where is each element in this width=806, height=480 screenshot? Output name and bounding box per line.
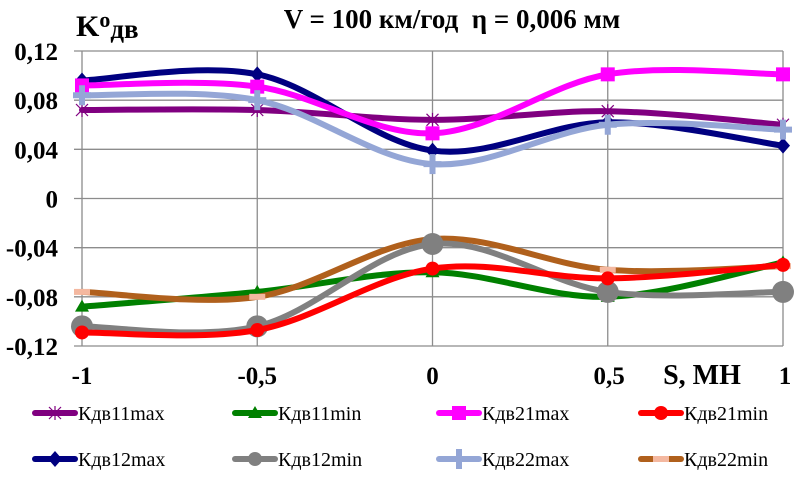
legend-item: Кдв12min bbox=[232, 449, 362, 471]
data-point bbox=[776, 137, 790, 154]
legend-item: Кдв12max bbox=[32, 449, 165, 471]
data-point bbox=[596, 280, 619, 303]
y-axis-label-main: K bbox=[76, 10, 100, 43]
x-tick-label: 0 bbox=[426, 363, 439, 390]
data-point bbox=[250, 79, 265, 94]
y-tick-label: -0,04 bbox=[6, 236, 59, 263]
data-point bbox=[421, 232, 444, 255]
series-layer bbox=[71, 66, 794, 340]
legend-item: Кдв21min bbox=[638, 403, 768, 425]
series-Кдв22max bbox=[73, 85, 792, 175]
legend-label: Кдв11max bbox=[78, 403, 165, 425]
data-point bbox=[250, 323, 265, 338]
data-point bbox=[776, 67, 790, 82]
legend-item: Кдв11max bbox=[32, 403, 165, 425]
data-point bbox=[600, 67, 615, 82]
x-tick-label: 1 bbox=[779, 363, 792, 390]
legend-marker bbox=[248, 406, 262, 418]
y-axis-label: Kодв bbox=[76, 7, 139, 44]
data-point bbox=[425, 126, 440, 141]
legend-item: Кдв11min bbox=[232, 403, 361, 425]
y-tick-label: -0,08 bbox=[6, 285, 58, 312]
data-point bbox=[425, 261, 440, 276]
legend-label: Кдв12min bbox=[278, 449, 362, 471]
data-point bbox=[774, 119, 792, 140]
y-tick-label: 0 bbox=[46, 187, 59, 214]
y-axis-label-sup: о bbox=[99, 7, 110, 32]
legend-label: Кдв22min bbox=[684, 449, 768, 471]
legend-label: Кдв22max bbox=[482, 449, 569, 471]
legend-label: Кдв12max bbox=[78, 449, 165, 471]
data-point bbox=[599, 266, 616, 273]
data-point bbox=[74, 288, 90, 295]
series-Кдв21min bbox=[75, 257, 790, 340]
chart-title: V = 100 км/год η = 0,006 мм bbox=[284, 4, 621, 34]
legend-marker bbox=[48, 406, 62, 420]
legend-item: Кдв22min bbox=[638, 449, 768, 471]
legend-label: Кдв21max bbox=[482, 403, 569, 425]
legend-item: Кдв21max bbox=[436, 403, 569, 425]
legend-marker bbox=[450, 449, 468, 469]
x-tick-label: -0,5 bbox=[237, 363, 277, 390]
y-tick-label: 0,12 bbox=[14, 39, 58, 66]
data-point bbox=[250, 66, 265, 83]
data-point bbox=[600, 271, 615, 286]
data-point bbox=[425, 142, 440, 159]
data-point bbox=[75, 103, 89, 117]
x-axis-ticks: -1 -0,5 0 0,5 1 bbox=[72, 363, 792, 390]
data-point bbox=[426, 112, 439, 127]
data-point bbox=[249, 293, 266, 300]
y-tick-label: 0,04 bbox=[14, 137, 58, 164]
y-axis-label-sub: дв bbox=[110, 14, 138, 44]
legend-label: Кдв11min bbox=[278, 403, 361, 425]
legend-marker bbox=[654, 406, 668, 420]
data-point bbox=[73, 85, 91, 106]
y-tick-label: -0,12 bbox=[6, 334, 58, 361]
legend: Кдв11max Кдв11min Кдв21max Кдв21min Кдв12max… bbox=[32, 403, 768, 471]
legend-item: Кдв22max bbox=[436, 449, 569, 471]
data-point bbox=[75, 299, 89, 312]
legend-marker bbox=[452, 406, 466, 420]
y-tick-label: 0,08 bbox=[14, 88, 58, 115]
x-tick-label: -1 bbox=[72, 363, 93, 390]
legend-label: Кдв21min bbox=[684, 403, 768, 425]
data-point bbox=[772, 280, 794, 303]
y-axis-ticks: 0,12 0,08 0,04 0 -0,04 -0,08 -0,12 bbox=[6, 39, 59, 361]
legend-marker bbox=[48, 451, 62, 467]
data-point bbox=[248, 90, 267, 111]
legend-marker bbox=[653, 456, 669, 462]
x-axis-label: S, МН bbox=[663, 360, 741, 391]
data-point bbox=[423, 154, 442, 175]
data-point bbox=[75, 325, 89, 340]
data-point bbox=[776, 257, 790, 272]
x-tick-label: 0,5 bbox=[594, 363, 625, 390]
legend-marker bbox=[248, 452, 262, 466]
data-point bbox=[598, 114, 617, 135]
